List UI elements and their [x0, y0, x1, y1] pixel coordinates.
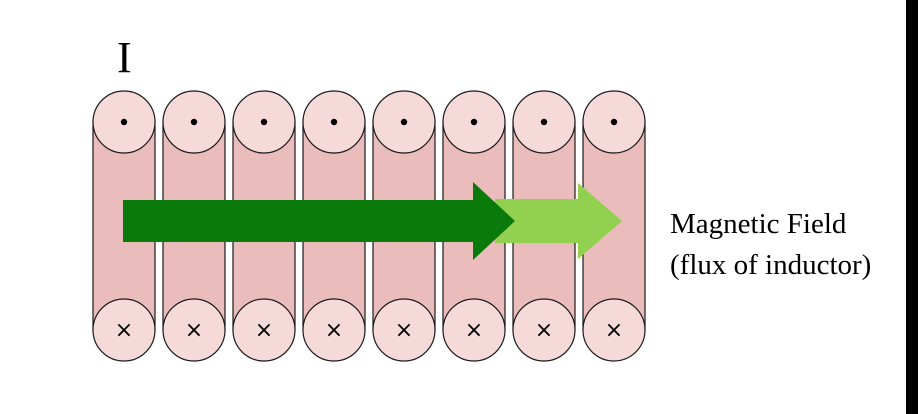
magnetic-field-extension-arrow-icon — [495, 183, 622, 259]
current-label: I — [117, 33, 132, 82]
current-out-of-page-dot-icon — [190, 118, 198, 126]
current-into-page-cross-icon: × — [115, 318, 133, 343]
current-into-page-cross-icon: × — [465, 318, 483, 343]
magnetic-field-arrow-icon — [123, 182, 515, 260]
current-into-page-cross-icon: × — [325, 318, 343, 343]
right-edge-bar — [906, 0, 918, 414]
coil-turn-bottom-end — [512, 298, 576, 362]
current-into-page-cross-icon: × — [185, 318, 203, 343]
current-out-of-page-dot-icon — [260, 118, 268, 126]
coil-turn-bottom-end — [162, 298, 226, 362]
current-into-page-cross-icon: × — [605, 318, 623, 343]
coil-turn-bottom-end — [302, 298, 366, 362]
magnetic-field-label: Magnetic Field — [670, 208, 847, 240]
current-out-of-page-dot-icon — [330, 118, 338, 126]
current-into-page-cross-icon: × — [255, 318, 273, 343]
magnetic-field-sublabel: (flux of inductor) — [670, 249, 871, 281]
current-into-page-cross-icon: × — [395, 318, 413, 343]
coil-turn-bottom-end — [442, 298, 506, 362]
coil-turn-bottom-end — [582, 298, 646, 362]
current-out-of-page-dot-icon — [610, 118, 618, 126]
current-out-of-page-dot-icon — [120, 118, 128, 126]
current-out-of-page-dot-icon — [470, 118, 478, 126]
coil-turn-bottom-end — [92, 298, 156, 362]
coil-turn-bottom-end — [372, 298, 436, 362]
current-out-of-page-dot-icon — [400, 118, 408, 126]
coil-turn-bottom-end — [232, 298, 296, 362]
current-out-of-page-dot-icon — [540, 118, 548, 126]
current-into-page-cross-icon: × — [535, 318, 553, 343]
